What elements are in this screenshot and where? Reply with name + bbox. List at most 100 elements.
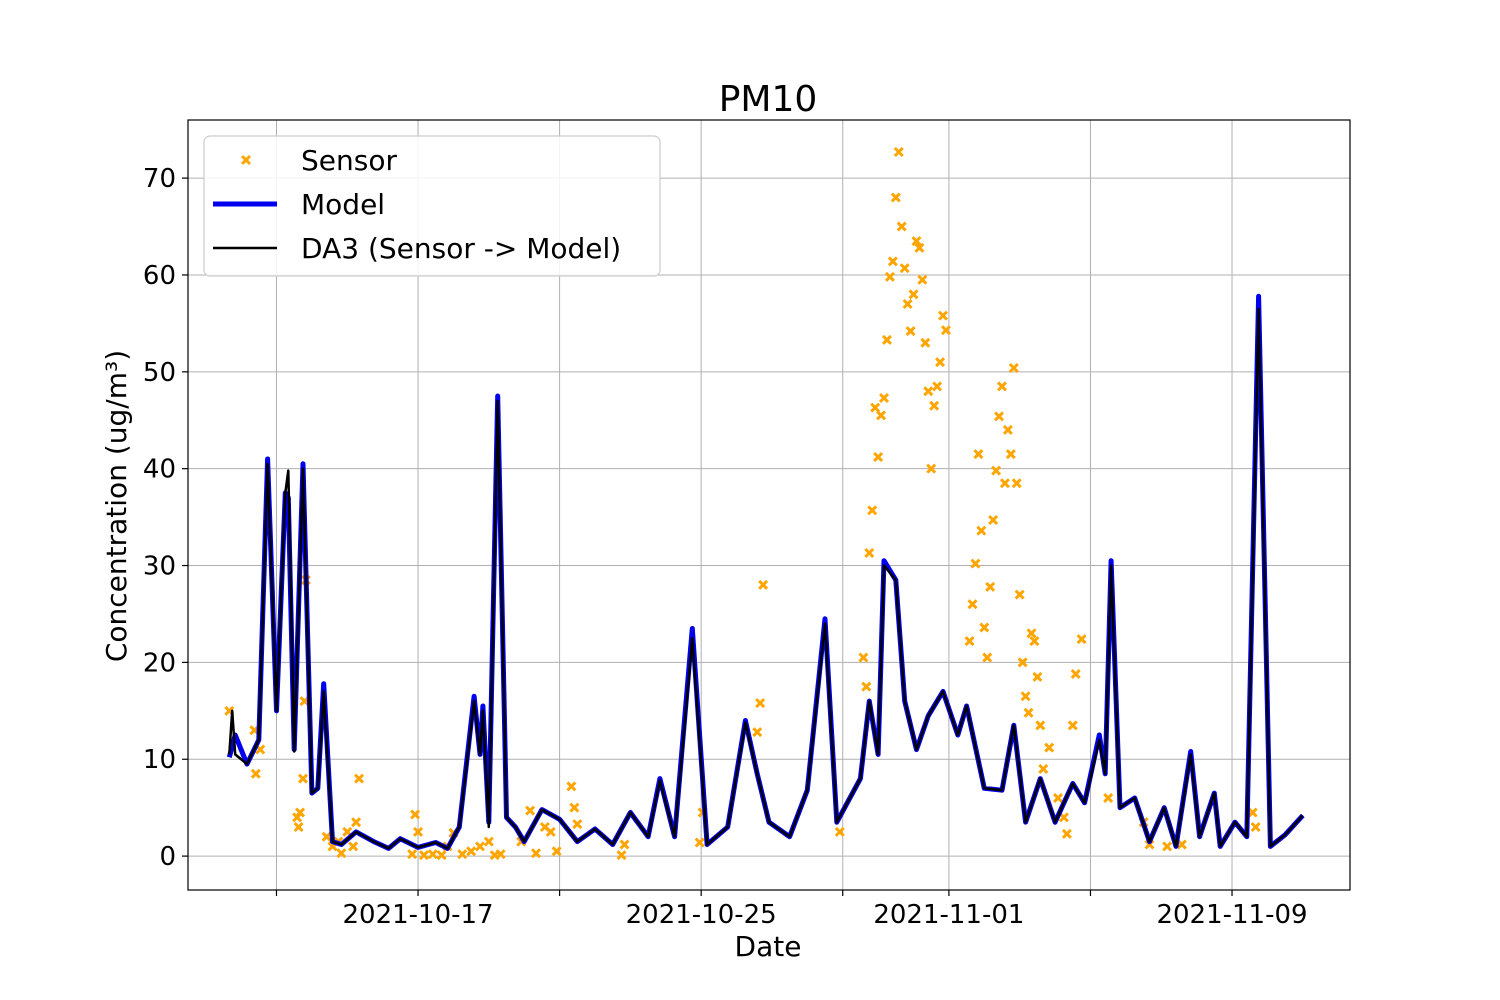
plot-frame — [187, 119, 1351, 891]
y-tick-label: 10 — [143, 745, 176, 775]
sensor-point — [917, 274, 928, 285]
y-tick-label: 30 — [143, 552, 176, 582]
sensor-point — [572, 819, 583, 830]
sensor-point — [566, 781, 577, 792]
sensor-point — [351, 817, 362, 828]
sensor-point — [979, 622, 990, 633]
sensor-point — [495, 849, 506, 860]
x-tick-label: 2021-10-17 — [342, 900, 493, 930]
sensor-point — [964, 636, 975, 647]
sensor-point — [295, 807, 306, 818]
sensor-point — [834, 826, 845, 837]
legend-label-model: Model — [301, 188, 385, 221]
sensor-point — [1250, 822, 1261, 833]
sensor-point — [887, 256, 898, 267]
sensor-point — [348, 841, 359, 852]
y-axis-ticks: 0 10 20 30 40 50 60 70 — [143, 164, 188, 872]
sensor-point — [914, 242, 925, 253]
sensor-point — [1002, 424, 1013, 435]
y-axis-label: Concentration (ug/m³) — [100, 350, 133, 662]
sensor-point — [905, 326, 916, 337]
sensor-point — [1247, 807, 1258, 818]
y-tick-label: 0 — [159, 842, 176, 872]
sensor-point — [884, 271, 895, 282]
chart-title: PM10 — [719, 79, 818, 120]
sensor-point — [752, 727, 763, 738]
sensor-point — [864, 547, 875, 558]
sensor-point — [1058, 812, 1069, 823]
x-tick-label: 2021-10-25 — [626, 900, 777, 930]
sensor-point — [923, 386, 934, 397]
sensor-point — [525, 805, 536, 816]
sensor-point — [755, 698, 766, 709]
sensor-point — [1035, 720, 1046, 731]
sensor-point — [1044, 742, 1055, 753]
sensor-point — [973, 449, 984, 460]
sensor-point — [911, 236, 922, 247]
sensor-point — [858, 652, 869, 663]
sensor-point — [298, 773, 309, 784]
sensor-point — [413, 826, 424, 837]
sensor-point — [920, 337, 931, 348]
y-tick-label: 60 — [143, 261, 176, 291]
sensor-point — [908, 289, 919, 300]
sensor-point — [938, 310, 949, 321]
sensor-point — [407, 849, 418, 860]
sensor-point — [1026, 628, 1037, 639]
sensor-point — [970, 558, 981, 569]
sensor-point — [250, 768, 261, 779]
sensor-point — [569, 802, 580, 813]
da3-series — [228, 307, 1304, 850]
sensor-point — [861, 681, 872, 692]
sensor-point — [1061, 828, 1072, 839]
sensor-point — [991, 465, 1002, 476]
sensor-point — [1032, 671, 1043, 682]
sensor-point — [1053, 792, 1064, 803]
legend-box — [203, 135, 661, 277]
x-tick-label: 2021-11-01 — [873, 900, 1024, 930]
sensor-point — [996, 381, 1007, 392]
sensor-point — [999, 478, 1010, 489]
sensor-point — [1017, 657, 1028, 668]
sensor-point — [1076, 634, 1087, 645]
sensor-point — [410, 809, 421, 820]
sensor-point — [1029, 636, 1040, 647]
sensor-point — [994, 411, 1005, 422]
sensor-point — [483, 836, 494, 847]
y-tick-label: 50 — [143, 358, 176, 388]
sensor-point — [873, 452, 884, 463]
y-tick-label: 70 — [143, 164, 176, 194]
sensor-series — [224, 146, 1261, 861]
sensor-point — [902, 299, 913, 310]
sensor-point — [1070, 669, 1081, 680]
sensor-point — [1162, 841, 1173, 852]
sensor-point — [616, 850, 627, 861]
sensor-point — [893, 146, 904, 157]
sensor-point — [1008, 362, 1019, 373]
sensor-point — [466, 846, 477, 857]
sensor-point — [985, 581, 996, 592]
sensor-point — [531, 848, 542, 859]
sensor-point — [551, 846, 562, 857]
sensor-point — [935, 357, 946, 368]
sensor-point — [436, 850, 447, 861]
sensor-point — [418, 850, 429, 861]
sensor-point — [881, 334, 892, 345]
sensor-point — [1014, 589, 1025, 600]
sensor-point — [876, 410, 887, 421]
sensor-point — [976, 525, 987, 536]
sensor-point — [967, 599, 978, 610]
sensor-point — [988, 515, 999, 526]
sensor-point — [879, 392, 890, 403]
legend-label-sensor: Sensor — [301, 144, 397, 177]
sensor-point — [293, 822, 304, 833]
sensor-point — [758, 579, 769, 590]
legend-sensor-x-icon — [241, 155, 251, 165]
sensor-point — [336, 848, 347, 859]
sensor-point — [870, 402, 881, 413]
sensor-point — [932, 381, 943, 392]
legend-sensor-marker — [241, 155, 251, 165]
sensor-point — [1011, 478, 1022, 489]
sensor-point — [427, 849, 438, 860]
